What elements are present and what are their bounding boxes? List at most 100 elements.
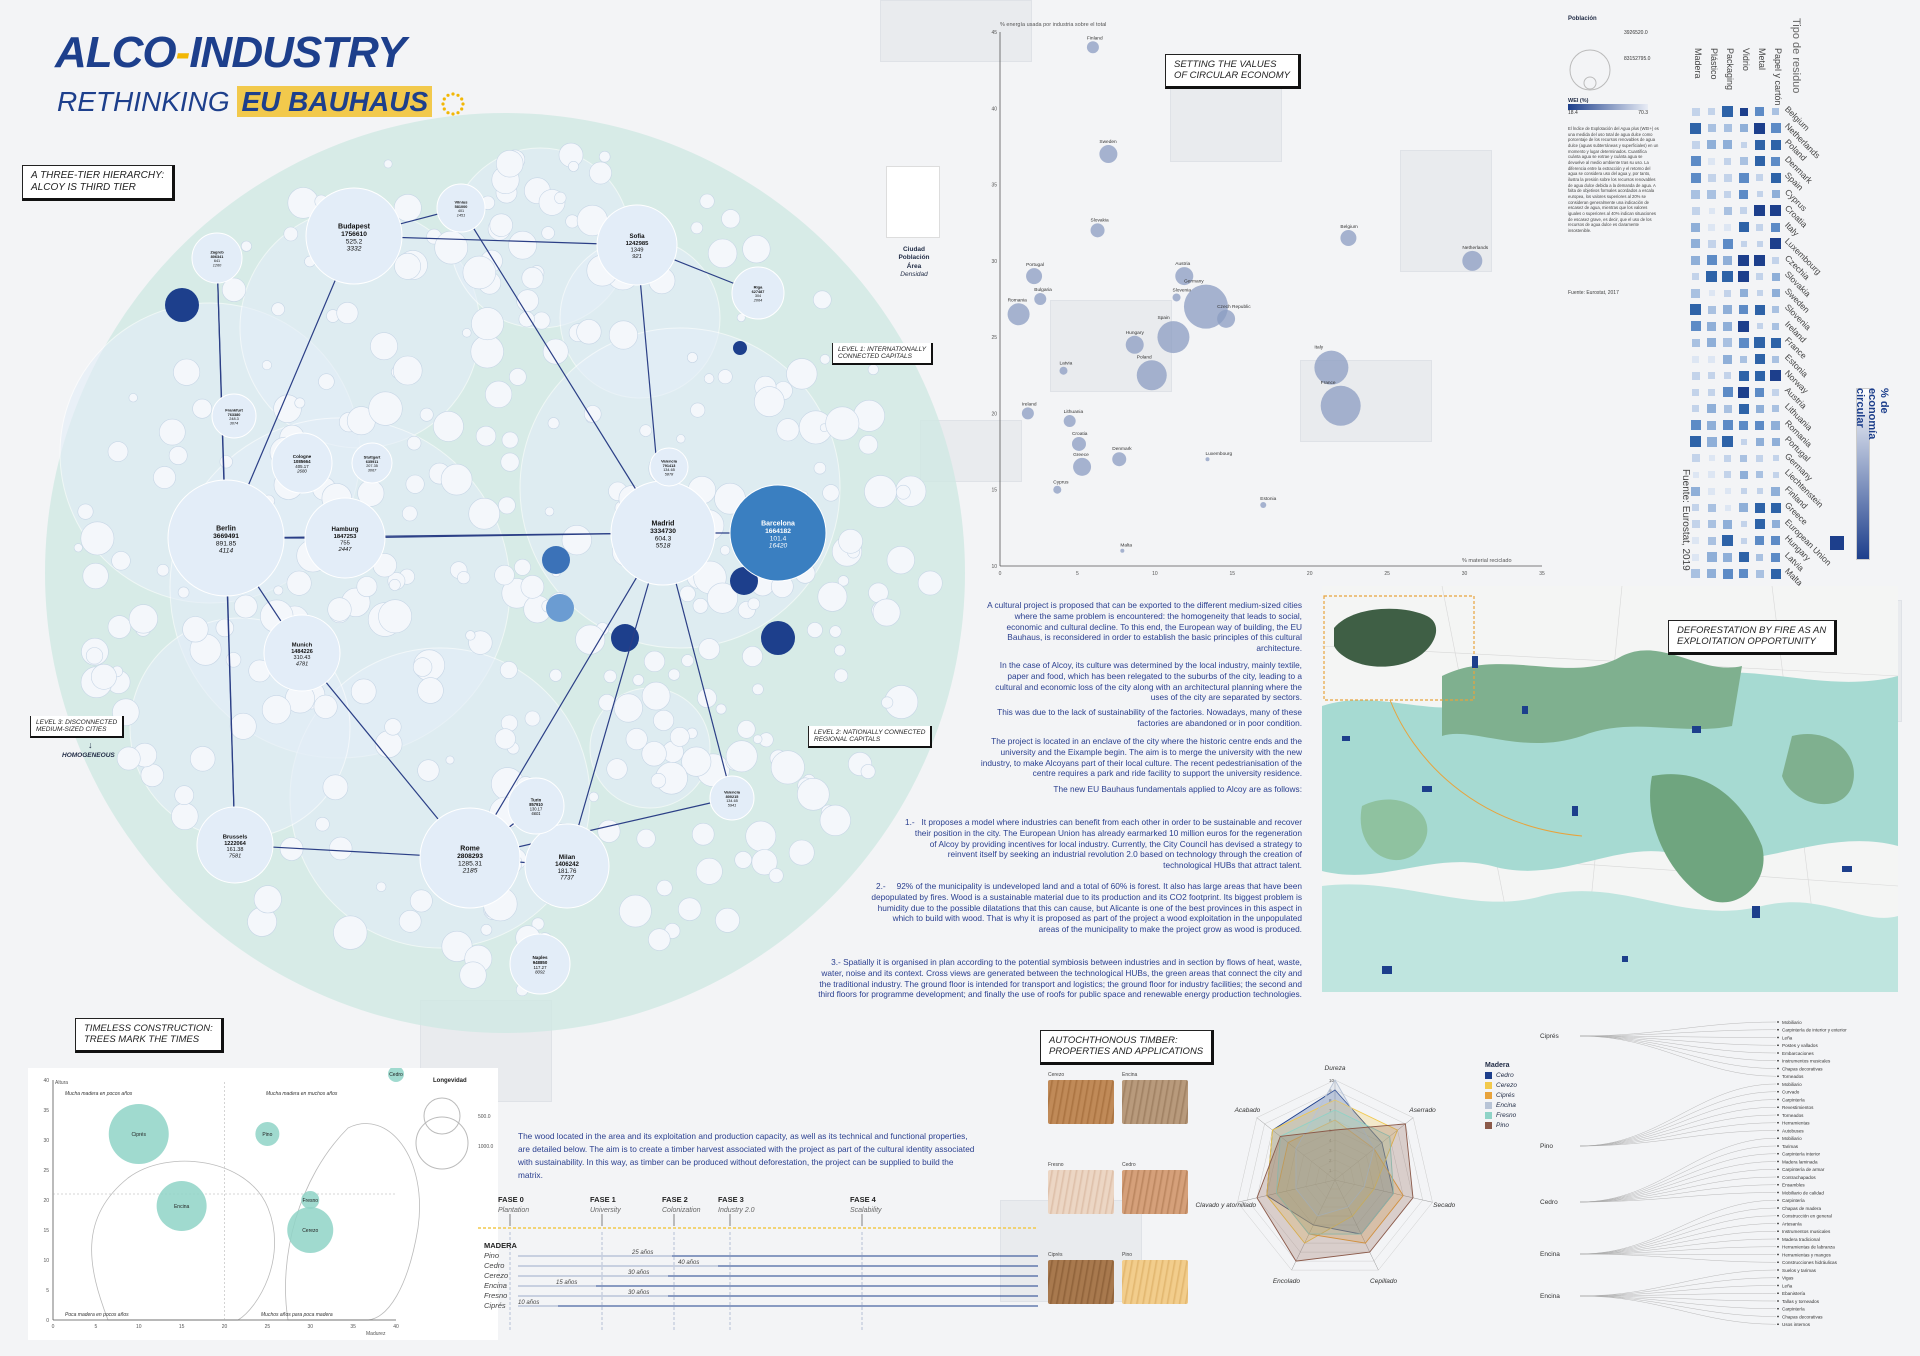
radar-grid	[1286, 1129, 1384, 1226]
city-bubble	[177, 586, 190, 599]
heatmap-cell	[1772, 355, 1779, 363]
city-bubble	[398, 909, 422, 933]
city-bubble	[475, 425, 497, 447]
heatmap-cell	[1772, 256, 1779, 264]
heatmap-cell	[1756, 553, 1763, 561]
radar-legend-item: Cerezo	[1485, 1082, 1517, 1089]
capital-population: 3669491	[213, 533, 239, 540]
heatmap-cell	[1756, 223, 1763, 231]
scatter-point	[1073, 457, 1092, 476]
y-tick-label: 20	[991, 411, 997, 417]
capital-bubble	[419, 807, 521, 909]
heatmap-cell	[1691, 520, 1700, 528]
uses-leaf: Herramientas	[1782, 1121, 1810, 1126]
species-duration: 30 años	[628, 1270, 649, 1276]
heatmap-cell	[1771, 437, 1780, 446]
radar-tick: 7	[1329, 1108, 1332, 1113]
city-bubble	[547, 417, 560, 430]
heatmap-cell	[1756, 290, 1763, 296]
uses-branch	[1579, 1231, 1777, 1255]
city-bubble	[412, 657, 433, 677]
uses-node	[1777, 1145, 1779, 1147]
city-bubble	[234, 594, 258, 619]
label-level3: LEVEL 3: DISCONNECTED MEDIUM-SIZED CITIE…	[30, 716, 125, 738]
uses-branch	[1579, 1246, 1777, 1255]
heatmap-cell	[1723, 552, 1732, 562]
heatmap-column-label: Madera	[1693, 48, 1703, 79]
heatmap-cell	[1707, 503, 1716, 512]
city-bubble	[917, 570, 943, 596]
scatter-point	[1026, 268, 1043, 285]
capital-area: 525.2	[346, 238, 363, 245]
city-bubble	[867, 363, 879, 375]
heatmap-cell	[1692, 273, 1699, 280]
heatmap-cell	[1738, 320, 1749, 332]
scatter-point	[1034, 293, 1047, 305]
capital-area: 755	[340, 540, 350, 546]
heatmap-cell	[1771, 222, 1780, 232]
heatmap-cell	[1723, 519, 1732, 529]
city-bubble	[159, 418, 186, 446]
heatmap-cell	[1691, 222, 1700, 232]
scatter-point-label: Germany	[1184, 279, 1204, 285]
city-bubble	[747, 597, 760, 610]
city-bubble	[462, 255, 496, 290]
scatter-point-label: Malta	[1120, 543, 1132, 549]
heatmap-cell	[1690, 172, 1701, 183]
heatmap-cell	[1723, 321, 1732, 331]
scatter-point-label: Poland	[1137, 354, 1152, 360]
city-bubble	[168, 446, 188, 465]
scatter-point	[1157, 321, 1190, 354]
city-bubble	[677, 897, 702, 921]
uses-node	[1777, 1036, 1779, 1039]
city-bubble	[698, 638, 721, 660]
capital-population: 3334730	[650, 528, 676, 535]
capital-density: 1451	[457, 213, 465, 217]
capital-population: 791413	[663, 464, 676, 468]
trees-maturity-chart: 0 5 10 15 20 25 30 35 40 0 5 10 15 20 25 30 35 40 Altura Ma…	[28, 1068, 498, 1340]
heatmap-cell	[1708, 223, 1715, 231]
uses-leaf: Postes y vallados	[1782, 1043, 1818, 1048]
uses-node	[1777, 1292, 1779, 1295]
heatmap-cell	[1690, 304, 1701, 315]
scatter-point	[1090, 223, 1105, 238]
paragraph-2: In the case of Alcoy, its culture was de…	[995, 660, 1302, 703]
phase-code: FASE 2	[662, 1195, 688, 1204]
heatmap-cell	[1692, 471, 1699, 478]
heatmap-cell	[1723, 140, 1732, 149]
uses-leaf: Carpintería de armar	[1782, 1167, 1825, 1172]
city-bubble	[500, 452, 520, 472]
uses-branch	[1579, 1200, 1777, 1255]
x-tick-label: 5	[1076, 571, 1079, 577]
circular-economy-scatter: 0 5 10 15 20 25 30 35 10 15 20 25 30 35 40 45% energía …	[991, 22, 1545, 577]
city-bubble	[721, 209, 741, 229]
city-bubble	[817, 581, 848, 612]
heatmap-cell	[1771, 289, 1780, 297]
heatmap-cell	[1740, 488, 1747, 494]
capital-density: 3067	[368, 468, 377, 472]
city-bubble	[409, 889, 433, 913]
scatter-point-label: Romania	[1008, 297, 1028, 303]
city-bubble	[796, 777, 830, 811]
city-bubble	[668, 668, 681, 681]
uses-branch	[1579, 1161, 1777, 1203]
scatter-point-label: Sweden	[1099, 139, 1117, 145]
capital-population: 1847253	[334, 534, 357, 540]
city-bubble	[608, 320, 638, 350]
heatmap-cell	[1691, 338, 1700, 347]
phase-code: FASE 1	[590, 1195, 616, 1204]
capital-density: 2447	[338, 547, 353, 553]
radar-legend: Madera Cedro Cerezo Ciprés Encina Fresno Pino	[1485, 1062, 1517, 1129]
heatmap-cell	[1707, 520, 1716, 528]
city-bubble	[554, 191, 567, 204]
uses-branch	[1579, 1253, 1777, 1263]
heatmap-cell	[1755, 387, 1764, 397]
capital-bubble	[211, 393, 257, 439]
city-bubble	[384, 718, 402, 736]
heatmap-cell	[1708, 157, 1715, 165]
city-bubble	[734, 851, 753, 869]
heatmap-cell	[1722, 238, 1733, 249]
species-label: Cedro	[484, 1261, 504, 1270]
city-bubble	[80, 521, 115, 556]
uses-leaf: Embarcaciones	[1782, 1051, 1814, 1056]
